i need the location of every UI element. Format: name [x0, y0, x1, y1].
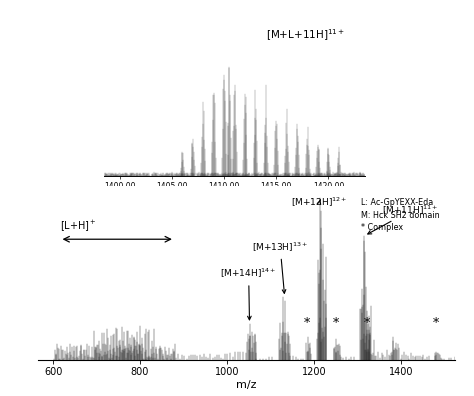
Text: *: *: [433, 318, 439, 331]
Text: *: *: [304, 318, 310, 331]
Text: [M+11H]$^{11+}$: [M+11H]$^{11+}$: [368, 204, 439, 234]
X-axis label: m/z: m/z: [236, 380, 257, 390]
Text: L: Ac-GpYEXX-Eda
M: Hck SH2 domain
* Complex: L: Ac-GpYEXX-Eda M: Hck SH2 domain * Com…: [361, 198, 440, 232]
Text: [M+14H]$^{14+}$: [M+14H]$^{14+}$: [220, 267, 277, 320]
Text: [M+L+11H]$^{11+}$: [M+L+11H]$^{11+}$: [266, 27, 345, 43]
Text: *: *: [364, 318, 370, 331]
Text: [M+13H]$^{13+}$: [M+13H]$^{13+}$: [252, 240, 308, 293]
Text: [M+12H]$^{12+}$: [M+12H]$^{12+}$: [291, 196, 348, 209]
Text: *: *: [333, 318, 339, 331]
Text: [L+H]$^+$: [L+H]$^+$: [60, 218, 97, 233]
